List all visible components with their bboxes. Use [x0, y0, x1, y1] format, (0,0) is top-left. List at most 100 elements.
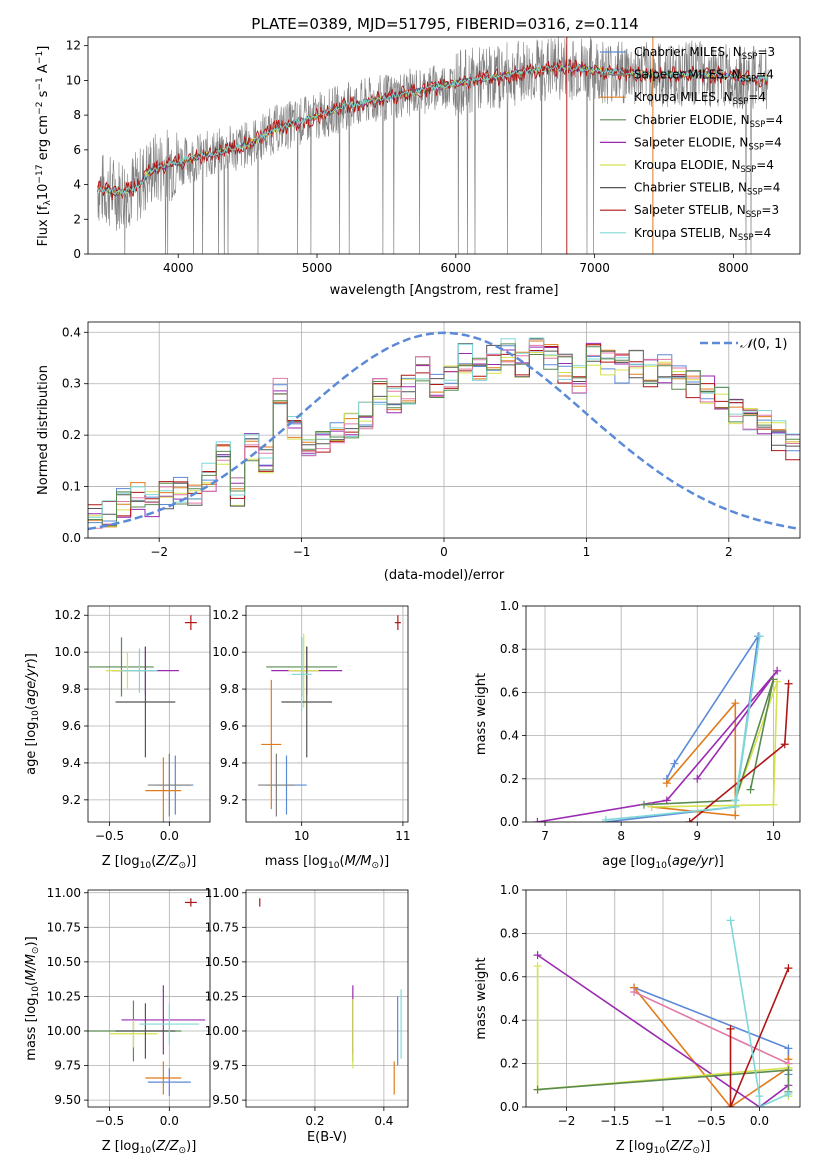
panel-mass_vs_ebv: 0.2 0.4 9.50 9.75 10.00 10.25 10.50 10.75 11.00 E… [205, 886, 409, 1145]
weight-point-7-2 [755, 1103, 764, 1107]
histogram-step-1 [88, 340, 800, 528]
y-tick-label: 9.2 [62, 793, 81, 807]
weight-point-6-3 [731, 796, 740, 805]
weight-point-6-2 [755, 632, 764, 641]
weight-point-5-0 [685, 818, 694, 822]
weight-line-4 [643, 679, 775, 806]
y-tick-label: 11.00 [205, 886, 239, 900]
weight-point-4-2 [769, 675, 778, 684]
y-tick-label: 0.3 [62, 377, 81, 391]
legend-label: Salpeter MILES, NSSP=4 [634, 68, 774, 84]
x-axis-label: Z [log10(Z/Z⊙)] [102, 1139, 197, 1156]
histogram-step-8 [88, 343, 800, 527]
y-tick-label: 0.0 [500, 1100, 519, 1114]
plot-area [97, 37, 769, 254]
y-tick-label: 6 [73, 143, 81, 157]
legend-label: Chabrier STELIB, NSSP=4 [634, 181, 780, 197]
y-tick-label: 9.75 [212, 1059, 239, 1073]
weight-point-0-1 [784, 1044, 793, 1053]
x-tick-label: 0.0 [750, 1114, 769, 1128]
x-tick-label: 2 [725, 545, 733, 559]
y-tick-label: 8 [73, 108, 81, 122]
x-tick-label: 10 [294, 829, 309, 843]
model-line-7 [97, 64, 768, 196]
x-tick-label: 7000 [579, 261, 610, 275]
x-tick-label: 7 [541, 829, 549, 843]
y-tick-label: 10.2 [212, 608, 239, 622]
y-tick-label: 9.4 [220, 756, 239, 770]
weight-point-3-0 [533, 951, 542, 960]
y-tick-label: 1.0 [500, 883, 519, 897]
legend-label: Kroupa STELIB, NSSP=4 [634, 226, 771, 242]
x-tick-label: −2 [558, 1114, 576, 1128]
y-tick-label: 0.0 [62, 531, 81, 545]
x-tick-label: 0 [440, 545, 448, 559]
y-tick-label: 9.8 [220, 682, 239, 696]
panel-spectrum: 4000 5000 6000 7000 8000 0 2 4 6 8 10 12 Chabrier MI… [35, 36, 801, 298]
y-tick-label: 9.75 [54, 1059, 81, 1073]
weight-point-4-0 [533, 961, 542, 970]
weight-line-6 [729, 967, 790, 1107]
grid-lines [88, 606, 210, 822]
y-tick-label: 9.4 [62, 756, 81, 770]
x-tick-label: −1 [293, 545, 311, 559]
y-tick-label: 10.50 [47, 955, 81, 969]
plot-area [88, 898, 206, 1096]
panel-mass_vs_Z: −0.5 0.0 9.50 9.75 10.00 10.25 10.50 10.75 11.00… [24, 886, 211, 1156]
x-tick-label: 0.0 [160, 829, 179, 843]
plot-area [258, 615, 401, 817]
model-line-6 [97, 58, 768, 201]
weight-point-1-1 [731, 699, 740, 708]
x-tick-label: −2 [150, 545, 168, 559]
grid-lines [246, 606, 408, 822]
y-tick-label: 0.8 [500, 926, 519, 940]
weight-point-7-1 [755, 1092, 764, 1101]
x-tick-label: 11 [395, 829, 410, 843]
weight-point-7-0 [726, 916, 735, 925]
plot-area [89, 615, 197, 822]
x-tick-label: 8 [617, 829, 625, 843]
histogram-step-7 [88, 344, 800, 529]
legend-label: Salpeter ELODIE, NSSP=4 [634, 135, 782, 151]
histogram-step-4 [88, 338, 800, 515]
plot-area [88, 331, 800, 531]
panel-age_vs_mass: 10 11 9.2 9.4 9.6 9.8 10.0 10.2 mass [log10(M/M⊙… [212, 605, 411, 871]
x-tick-label: 8000 [718, 261, 749, 275]
y-tick-label: 9.50 [212, 1093, 239, 1107]
plot-area [533, 632, 793, 822]
histogram-step-3 [88, 352, 800, 527]
y-tick-label: 0.6 [500, 970, 519, 984]
panel-weight_vs_Z: −2 −1.5 −1 −0.5 0.0 0.0 0.2 0.4 0.6 0.8 1.0 Z [log1… [474, 883, 801, 1156]
spectrum-legend: Chabrier MILES, NSSP=3 Salpeter MILES, NS… [600, 45, 783, 242]
y-tick-label: 0.4 [500, 729, 519, 743]
weight-point-2-0 [630, 987, 639, 996]
y-tick-label: 9.2 [220, 793, 239, 807]
legend-label: 𝒩(0, 1) [740, 337, 787, 352]
histogram-step-5 [88, 344, 800, 517]
x-tick-label: 5000 [302, 261, 333, 275]
x-tick-label: −1.5 [600, 1114, 629, 1128]
weight-point-4-0 [639, 800, 648, 809]
x-tick-label: −0.5 [697, 1114, 726, 1128]
x-tick-label: 1 [583, 545, 591, 559]
axes-frame [87, 36, 801, 255]
y-axis-label: Normed distribution [36, 365, 51, 495]
axes-frame [87, 321, 801, 539]
x-axis-label: (data-model)/error [384, 568, 505, 583]
weight-line-2 [537, 670, 778, 822]
plot-area [259, 898, 402, 1095]
y-tick-label: 0.4 [62, 325, 81, 339]
weight-point-3-1 [769, 800, 778, 809]
y-tick-label: 0.2 [500, 772, 519, 786]
x-tick-label: 6000 [441, 261, 472, 275]
x-axis-label: mass [log10(M/M⊙)] [265, 854, 389, 871]
y-axis-label: mass weight [474, 673, 489, 755]
y-tick-label: 10.50 [205, 955, 239, 969]
y-tick-label: 10 [66, 73, 81, 87]
weight-point-1-2 [731, 811, 740, 820]
y-tick-label: 9.50 [54, 1093, 81, 1107]
y-tick-label: 11.00 [47, 886, 81, 900]
axes-frame [87, 605, 211, 823]
x-tick-label: 0.4 [374, 1114, 393, 1128]
